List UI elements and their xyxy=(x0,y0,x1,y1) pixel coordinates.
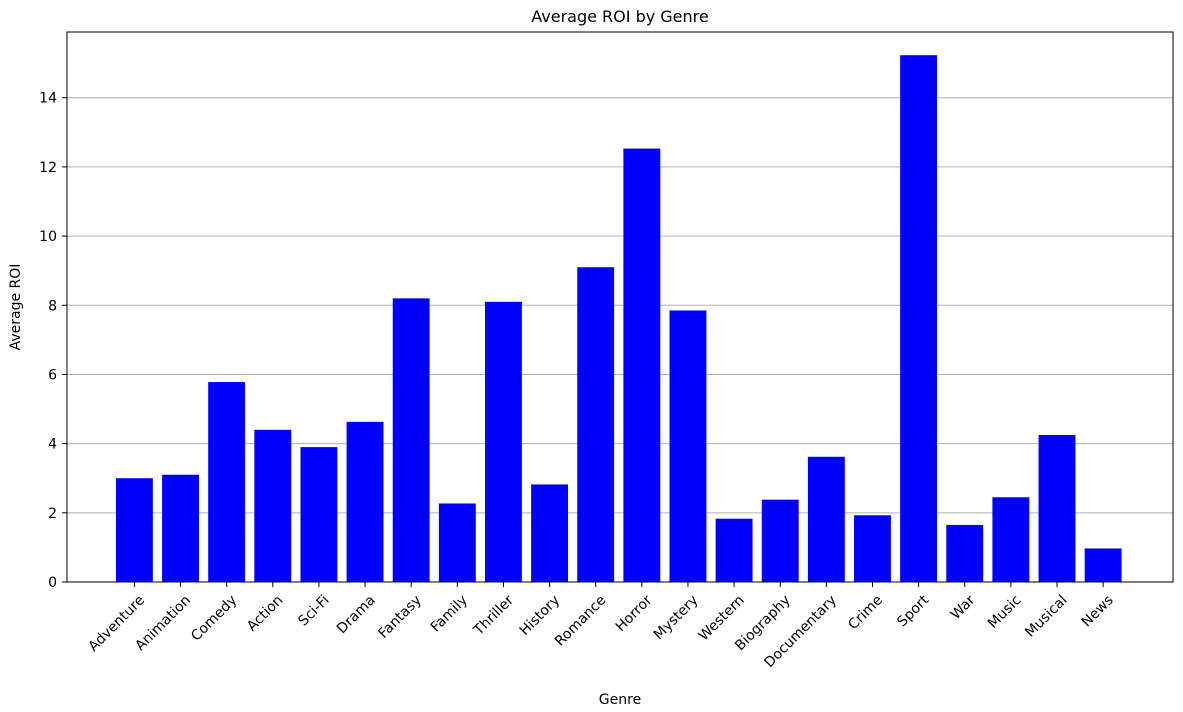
bar-horror xyxy=(623,148,661,582)
x-tick-label: Fantasy xyxy=(375,592,424,641)
bar-drama xyxy=(346,421,384,582)
y-tick-label: 14 xyxy=(39,91,57,107)
x-tick-label: Romance xyxy=(552,592,609,649)
y-tick-label: 12 xyxy=(39,160,57,176)
y-axis-ticks: 0 2 4 6 8 10 12 14 xyxy=(39,91,67,591)
bar-crime xyxy=(854,515,891,582)
x-tick-label: News xyxy=(1079,592,1117,630)
x-tick-label: Action xyxy=(244,592,286,634)
y-tick-label: 4 xyxy=(48,437,57,453)
bar-action xyxy=(254,429,292,582)
gridlines xyxy=(67,97,1173,583)
x-axis-label: Genre xyxy=(599,692,641,708)
x-tick-label: Horror xyxy=(613,592,656,635)
bars xyxy=(115,55,1122,583)
x-tick-label: Family xyxy=(428,592,471,635)
y-tick-label: 10 xyxy=(39,229,57,245)
bar-musical xyxy=(1038,434,1076,582)
bar-music xyxy=(992,497,1030,582)
y-tick-label: 6 xyxy=(48,367,57,383)
bar-fantasy xyxy=(392,298,430,582)
bar-family xyxy=(438,503,476,582)
bar-thriller xyxy=(484,301,522,582)
bar-comedy xyxy=(208,382,246,582)
x-tick-label: History xyxy=(517,592,564,639)
bar-western xyxy=(715,518,753,582)
y-tick-label: 0 xyxy=(48,575,57,591)
bar-adventure xyxy=(115,478,153,582)
y-tick-label: 2 xyxy=(48,506,57,522)
bar-romance xyxy=(577,267,615,582)
chart-title: Average ROI by Genre xyxy=(531,7,708,26)
x-tick-label: Thriller xyxy=(470,592,517,639)
x-tick-label: Sci-Fi xyxy=(295,592,332,629)
bar-history xyxy=(531,484,569,582)
x-tick-label: Musical xyxy=(1022,592,1070,640)
x-tick-label: Comedy xyxy=(188,592,240,644)
bar-sci-fi xyxy=(300,447,338,582)
bar-news xyxy=(1084,548,1122,582)
bar-documentary xyxy=(807,456,845,582)
y-tick-label: 8 xyxy=(48,298,57,314)
x-tick-label: Music xyxy=(985,592,1024,631)
bar-biography xyxy=(761,499,799,582)
x-tick-label: Mystery xyxy=(651,592,702,643)
bar-animation xyxy=(162,474,199,582)
x-tick-label: War xyxy=(948,592,979,623)
x-tick-label: Crime xyxy=(845,592,886,633)
bar-mystery xyxy=(669,310,707,582)
bar-war xyxy=(946,524,984,582)
bar-sport xyxy=(900,55,938,583)
x-tick-label: Sport xyxy=(894,592,932,630)
x-tick-label: Drama xyxy=(334,592,379,637)
plot-frame xyxy=(66,31,1174,583)
y-axis-label: Average ROI xyxy=(8,264,24,351)
